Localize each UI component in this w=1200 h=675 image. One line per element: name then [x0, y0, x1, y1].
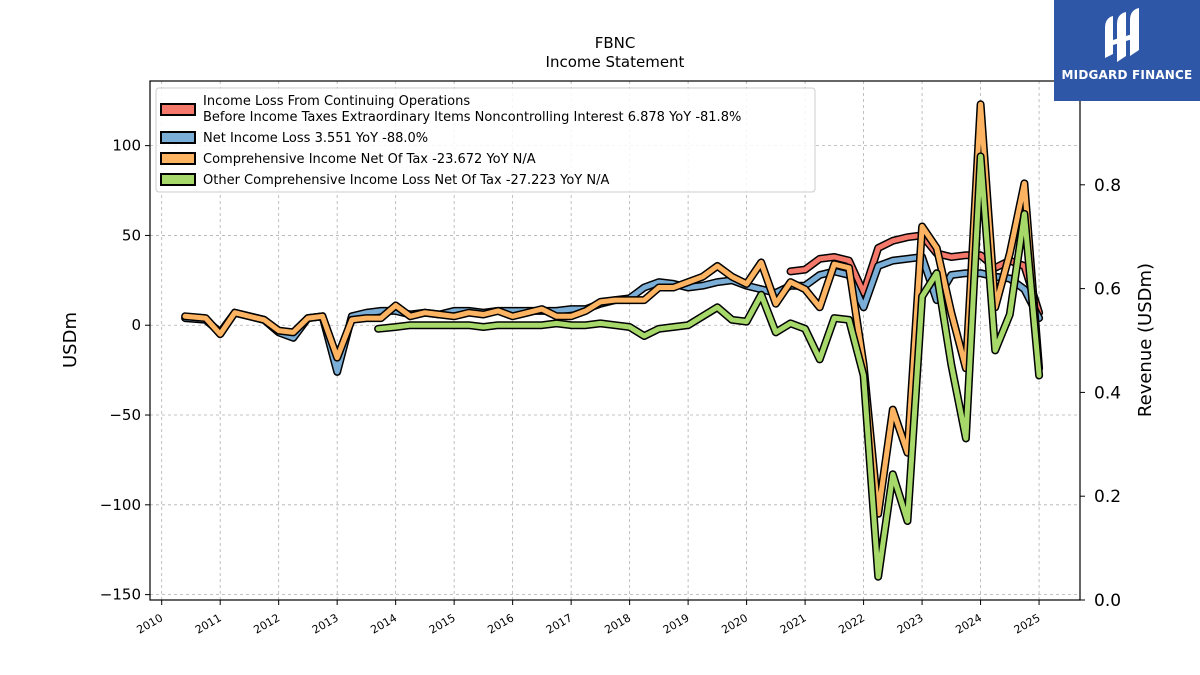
series-lines: [181, 100, 1044, 581]
y2-tick-label: 0.0: [1094, 591, 1121, 611]
series-line-comprehensive-income: [182, 101, 1042, 517]
y2-tick-label: 0.6: [1094, 280, 1121, 300]
x-axis: 2010 2011 2012 2013 2014 2015 2016 2017 2018 2019…: [134, 600, 1043, 637]
legend-swatch-net-income: [160, 131, 196, 144]
x-tick-label: 2017: [544, 611, 575, 636]
plot-frame: [149, 80, 1081, 601]
x-tick-label: 2025: [1012, 611, 1043, 636]
series-line-other-comprehensive-income: [375, 153, 1042, 580]
legend-swatch-other-comprehensive-income: [160, 173, 196, 186]
y-axis-label: USDm: [60, 312, 81, 368]
series-line-pretax-income: [788, 232, 1042, 316]
y2-tick-label: 0.8: [1094, 176, 1121, 196]
y-axis-right: 0.0 0.2 0.4 0.6 0.8: [1080, 176, 1121, 611]
midgard-logo-icon: [1105, 8, 1139, 62]
brand-name: MIDGARD FINANCE: [1061, 68, 1193, 82]
chart-subtitle: Income Statement: [546, 53, 685, 71]
x-tick-label: 2024: [953, 611, 984, 636]
x-tick-label: 2021: [778, 611, 809, 636]
legend-label-pretax-income: Income Loss From Continuing Operations: [203, 94, 470, 109]
legend-label-net-income: Net Income Loss 3.551 YoY -88.0%: [203, 131, 428, 146]
x-tick-label: 2019: [661, 611, 692, 636]
legend-swatch-comprehensive-income: [160, 152, 196, 165]
legend-swatch-pretax-income: [160, 103, 196, 116]
x-tick-label: 2016: [485, 611, 516, 636]
x-tick-label: 2010: [134, 611, 165, 636]
x-tick-label: 2013: [310, 611, 341, 636]
y2-tick-label: 0.2: [1094, 487, 1121, 507]
y-tick-label: −50: [109, 406, 141, 424]
y-tick-label: 100: [112, 137, 141, 155]
y-tick-label: 0: [131, 316, 141, 334]
x-tick-label: 2022: [836, 611, 867, 636]
y-tick-label: −150: [100, 586, 141, 604]
legend-label-other-comprehensive-income: Other Comprehensive Income Loss Net Of T…: [203, 173, 609, 188]
y2-axis-label: Revenue (USDm): [1135, 263, 1156, 417]
x-tick-label: 2020: [719, 611, 750, 636]
x-tick-label: 2018: [602, 611, 633, 636]
series-line-outline-other-comprehensive-income: [374, 152, 1044, 581]
y-tick-label: −100: [100, 496, 141, 514]
x-tick-label: 2015: [427, 611, 458, 636]
chart-title: FBNC: [595, 34, 636, 52]
chart-title-group: FBNC Income Statement: [546, 34, 685, 71]
x-tick-label: 2011: [193, 611, 224, 636]
y-axis-left: −150 −100 −50 0 50 100: [100, 137, 150, 604]
x-tick-label: 2012: [251, 611, 282, 636]
midgard-finance-logo: MIDGARD FINANCE: [1054, 0, 1200, 101]
legend-box: [155, 87, 816, 193]
y-tick-label: 50: [122, 226, 141, 244]
x-tick-label: 2014: [368, 611, 399, 636]
legend: Income Loss From Continuing OperationsBe…: [155, 87, 816, 193]
x-tick-label: 2023: [895, 611, 926, 636]
legend-label-pretax-income: Before Income Taxes Extraordinary Items …: [203, 110, 741, 125]
y2-tick-label: 0.4: [1094, 383, 1121, 403]
legend-label-comprehensive-income: Comprehensive Income Net Of Tax -23.672 …: [203, 152, 536, 167]
